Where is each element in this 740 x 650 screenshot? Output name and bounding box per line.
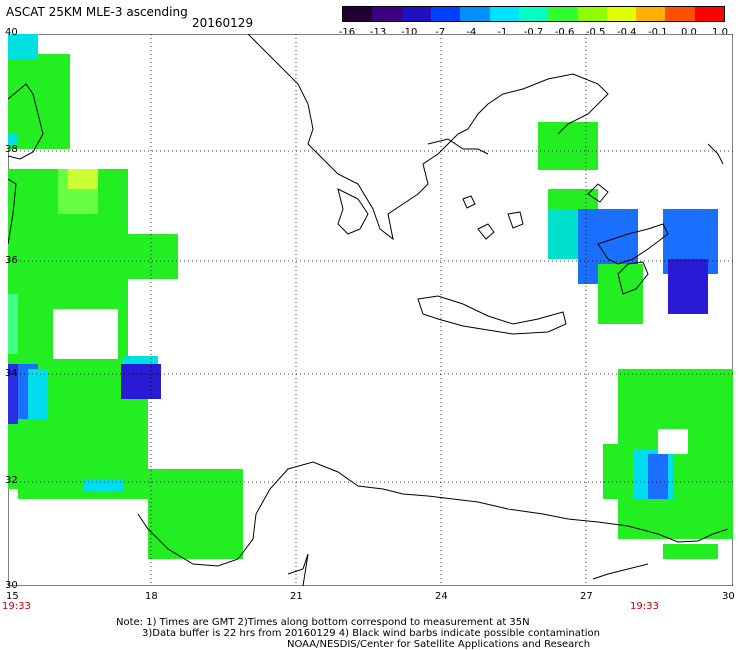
colorbar-swatch: [518, 7, 549, 21]
lat-label-34: 34: [5, 368, 18, 379]
colorbar-tick-label: 1.0: [712, 27, 728, 38]
lat-label-32: 32: [5, 475, 18, 486]
colorbar-swatch: [665, 7, 695, 21]
colorbar-tick-label: -0.4: [616, 27, 637, 38]
map-panel: [7, 33, 734, 587]
colorbar-tick-label: -4: [466, 27, 477, 38]
lon-label-30: 30: [722, 591, 735, 602]
colorbar-swatch: [372, 7, 402, 21]
lon-label-27: 27: [580, 591, 593, 602]
colorbar-tick-label: 0.0: [680, 27, 697, 38]
wind-data-cells: [8, 34, 733, 559]
colorbar-swatch: [577, 7, 607, 21]
lat-lon-grid: [8, 34, 733, 586]
colorbar-swatch: [489, 7, 519, 21]
colorbar-swatch: [636, 7, 666, 21]
colorbar-tick-label: -1: [497, 27, 508, 38]
colorbar-swatch: [460, 7, 490, 21]
colorbar-swatch: [606, 7, 637, 21]
lat-label-30: 30: [5, 580, 18, 591]
lat-label-40: 40: [5, 27, 18, 38]
note-line-2: 3)Data buffer is 22 hrs from 20160129 4)…: [142, 628, 600, 639]
time-label-left: 19:33: [2, 601, 31, 612]
lat-label-36: 36: [5, 255, 18, 266]
colorbar-tick-label: -10: [400, 27, 418, 38]
time-label-right: 19:33: [630, 601, 659, 612]
colorbar-tick-label: -0.1: [648, 27, 668, 38]
colorbar-tick-label: -13: [369, 27, 387, 38]
lon-label-21: 21: [290, 591, 303, 602]
note-line-1: Note: 1) Times are GMT 2)Times along bot…: [116, 617, 530, 628]
colorbar-tick-label: -0.7: [523, 27, 544, 38]
date-label: 20160129: [192, 16, 254, 30]
map-svg: [7, 33, 734, 587]
lon-label-18: 18: [145, 591, 158, 602]
colorbar-swatch: [548, 7, 578, 21]
colorbar: [342, 6, 725, 22]
colorbar-swatch: [343, 7, 373, 21]
lon-label-24: 24: [435, 591, 448, 602]
note-line-3: NOAA/NESDIS/Center for Satellite Applica…: [287, 639, 591, 650]
colorbar-tick-label: -0.6: [554, 27, 575, 38]
coastlines: [7, 33, 729, 587]
lon-label-15: 15: [6, 591, 19, 602]
colorbar-swatch: [401, 7, 431, 21]
colorbar-swatch: [694, 7, 725, 21]
colorbar-tick-label: -0.5: [585, 27, 606, 38]
lat-label-38: 38: [5, 144, 18, 155]
colorbar-swatch: [430, 7, 461, 21]
product-title: ASCAT 25KM MLE-3 ascending: [6, 5, 188, 19]
colorbar-tick-label: -7: [435, 27, 446, 38]
colorbar-tick-label: -16: [338, 27, 356, 38]
